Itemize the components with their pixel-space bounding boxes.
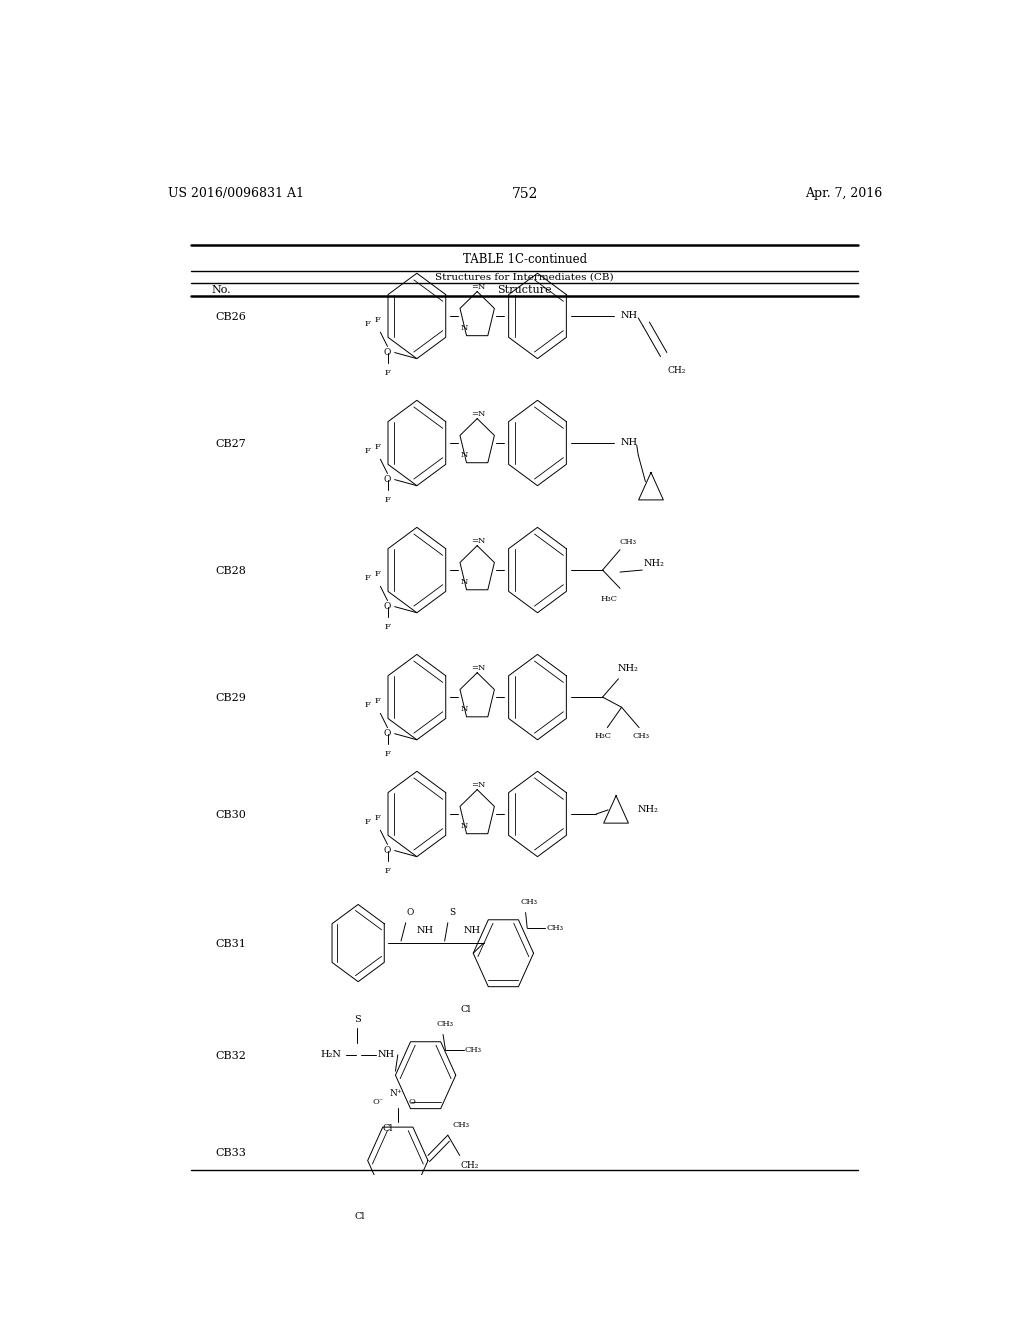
Text: CH₂: CH₂ xyxy=(460,1162,478,1170)
Text: 752: 752 xyxy=(512,187,538,201)
Text: NH₂: NH₂ xyxy=(637,805,658,814)
Text: CB27: CB27 xyxy=(215,440,246,449)
Text: NH: NH xyxy=(416,927,433,936)
Text: =N: =N xyxy=(471,411,485,418)
Text: F: F xyxy=(365,818,371,826)
Text: CH₂: CH₂ xyxy=(668,367,685,375)
Text: NH: NH xyxy=(621,438,637,447)
Text: CB26: CB26 xyxy=(215,312,246,322)
Text: Structure: Structure xyxy=(498,285,552,296)
Text: F: F xyxy=(365,319,371,329)
Text: Apr. 7, 2016: Apr. 7, 2016 xyxy=(805,187,882,199)
Text: NH: NH xyxy=(621,312,637,321)
Text: =N: =N xyxy=(471,537,485,545)
Text: N: N xyxy=(460,578,468,586)
Text: O: O xyxy=(407,908,415,917)
Text: NH₂: NH₂ xyxy=(617,664,638,673)
Text: US 2016/0096831 A1: US 2016/0096831 A1 xyxy=(168,187,304,199)
Text: F: F xyxy=(385,867,390,875)
Text: F: F xyxy=(385,623,390,631)
Text: CB29: CB29 xyxy=(215,693,246,704)
Text: =N: =N xyxy=(471,284,485,292)
Text: F: F xyxy=(374,444,380,451)
Text: CH₃: CH₃ xyxy=(453,1121,470,1129)
Text: O: O xyxy=(384,475,391,484)
Text: F: F xyxy=(374,570,380,578)
Text: N: N xyxy=(460,705,468,713)
Text: F: F xyxy=(385,368,390,378)
Text: F: F xyxy=(374,697,380,705)
Text: Structures for Intermediates (CB): Structures for Intermediates (CB) xyxy=(435,272,614,281)
Text: CB30: CB30 xyxy=(215,810,246,820)
Text: N: N xyxy=(460,451,468,459)
Text: F: F xyxy=(374,315,380,323)
Text: NH₂: NH₂ xyxy=(644,560,665,569)
Text: CB33: CB33 xyxy=(215,1148,246,1159)
Text: NH: NH xyxy=(464,927,481,936)
Text: CB31: CB31 xyxy=(215,939,246,949)
Text: O: O xyxy=(384,846,391,855)
Text: S: S xyxy=(354,1015,360,1024)
Text: Cl: Cl xyxy=(460,1005,471,1014)
Text: F: F xyxy=(365,701,371,709)
Text: F: F xyxy=(365,447,371,455)
Text: TABLE 1C-continued: TABLE 1C-continued xyxy=(463,253,587,265)
Text: Cl: Cl xyxy=(382,1123,393,1133)
Text: CB32: CB32 xyxy=(215,1051,246,1061)
Text: O: O xyxy=(384,602,391,611)
Text: CH₃: CH₃ xyxy=(632,731,649,739)
Text: CH₃: CH₃ xyxy=(620,537,637,545)
Text: NH: NH xyxy=(378,1051,394,1060)
Text: CH₃: CH₃ xyxy=(437,1020,454,1028)
Text: N: N xyxy=(460,325,468,333)
Text: N⁺: N⁺ xyxy=(390,1089,402,1098)
Text: O⁻: O⁻ xyxy=(373,1098,384,1106)
Text: H₂N: H₂N xyxy=(319,1051,341,1060)
Text: =N: =N xyxy=(471,781,485,789)
Text: CH₃: CH₃ xyxy=(547,924,563,932)
Text: No.: No. xyxy=(211,285,231,296)
Text: N: N xyxy=(460,822,468,830)
Text: F: F xyxy=(374,814,380,822)
Text: O: O xyxy=(384,729,391,738)
Text: F: F xyxy=(365,574,371,582)
Text: H₃C: H₃C xyxy=(600,594,617,602)
Text: F: F xyxy=(385,496,390,504)
Text: S: S xyxy=(450,908,456,917)
Text: O: O xyxy=(384,348,391,356)
Text: CH₃: CH₃ xyxy=(520,899,538,907)
Text: CH₃: CH₃ xyxy=(465,1045,481,1053)
Text: O: O xyxy=(409,1098,416,1106)
Text: =N: =N xyxy=(471,664,485,672)
Text: CB28: CB28 xyxy=(215,566,246,576)
Text: H₃C: H₃C xyxy=(594,731,611,739)
Text: Cl: Cl xyxy=(354,1212,365,1221)
Text: F: F xyxy=(385,750,390,758)
